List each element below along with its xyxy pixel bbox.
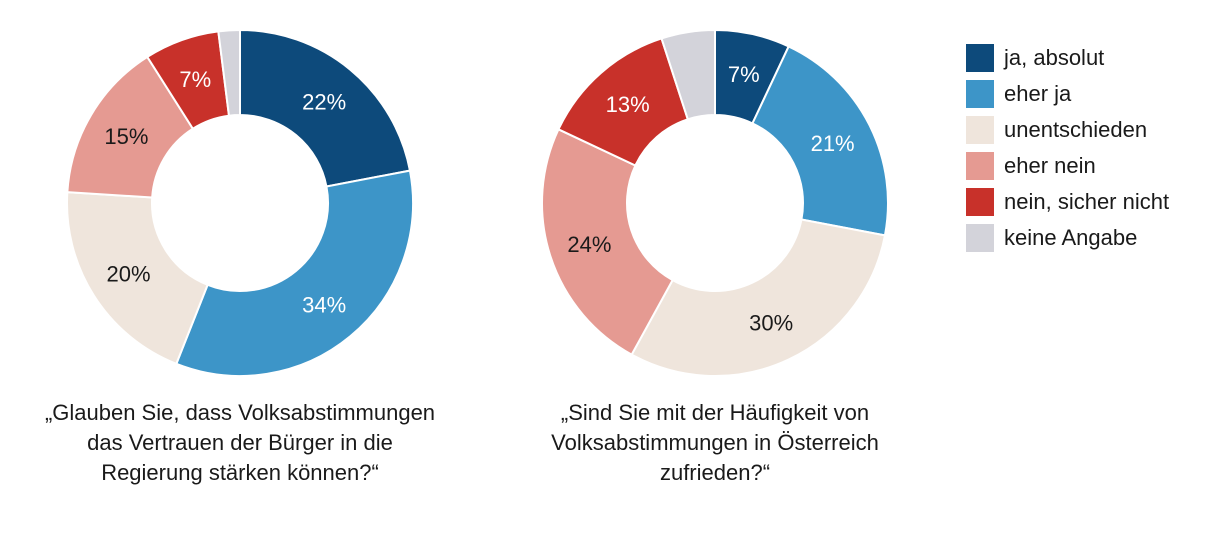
legend-label: keine Angabe <box>1004 225 1138 250</box>
legend: ja, absolut eher ja unentschieden eher n… <box>966 40 1169 256</box>
legend-item-ja-absolut: ja, absolut <box>966 40 1169 76</box>
chart-2-question: „Sind Sie mit der Häufigkeit von Volksab… <box>551 400 879 485</box>
legend-swatch <box>966 188 994 216</box>
donut-label-2-3: 30% <box>749 310 793 335</box>
legend-item-eher-nein: eher nein <box>966 148 1169 184</box>
legend-label: nein, sicher nicht <box>1004 189 1170 214</box>
legend-label: ja, absolut <box>1004 45 1105 70</box>
legend-label: eher nein <box>1004 153 1096 178</box>
legend-swatch <box>966 152 994 180</box>
legend-swatch <box>966 44 994 72</box>
legend-label: eher ja <box>1004 81 1072 106</box>
legend-item-nein-sicher-nicht: nein, sicher nicht <box>966 184 1169 220</box>
legend-swatch <box>966 80 994 108</box>
donut-slice-1-3 <box>66 191 209 366</box>
donut-slice-1-1 <box>239 28 412 188</box>
legend-item-eher-ja: eher ja <box>966 76 1169 112</box>
donut-label-1-2: 34% <box>302 293 346 318</box>
legend-swatch <box>966 224 994 252</box>
donut-label-1-1: 22% <box>302 89 346 114</box>
donut-slice-1-6 <box>217 28 241 117</box>
donut-slice-2-4 <box>541 128 674 356</box>
donut-label-2-5: 13% <box>606 92 650 117</box>
donut-slice-2-6 <box>660 28 716 121</box>
donut-label-2-1: 7% <box>728 62 760 87</box>
legend-label: unentschieden <box>1004 117 1148 142</box>
legend-item-keine-angabe: keine Angabe <box>966 220 1169 256</box>
donut-label-1-3: 20% <box>107 262 151 287</box>
donut-label-1-5: 7% <box>179 67 211 92</box>
donut-slice-2-3 <box>630 218 887 377</box>
legend-item-unentschieden: unentschieden <box>966 112 1169 148</box>
chart-1-question: „Glauben Sie, dass Volksabstimmungen das… <box>44 400 436 485</box>
donut-label-2-4: 24% <box>567 232 611 257</box>
donut-slice-1-2 <box>175 169 414 377</box>
legend-swatch <box>966 116 994 144</box>
donut-label-2-2: 21% <box>811 131 855 156</box>
donut-label-1-4: 15% <box>104 124 148 149</box>
donut-slice-2-2 <box>751 45 889 237</box>
